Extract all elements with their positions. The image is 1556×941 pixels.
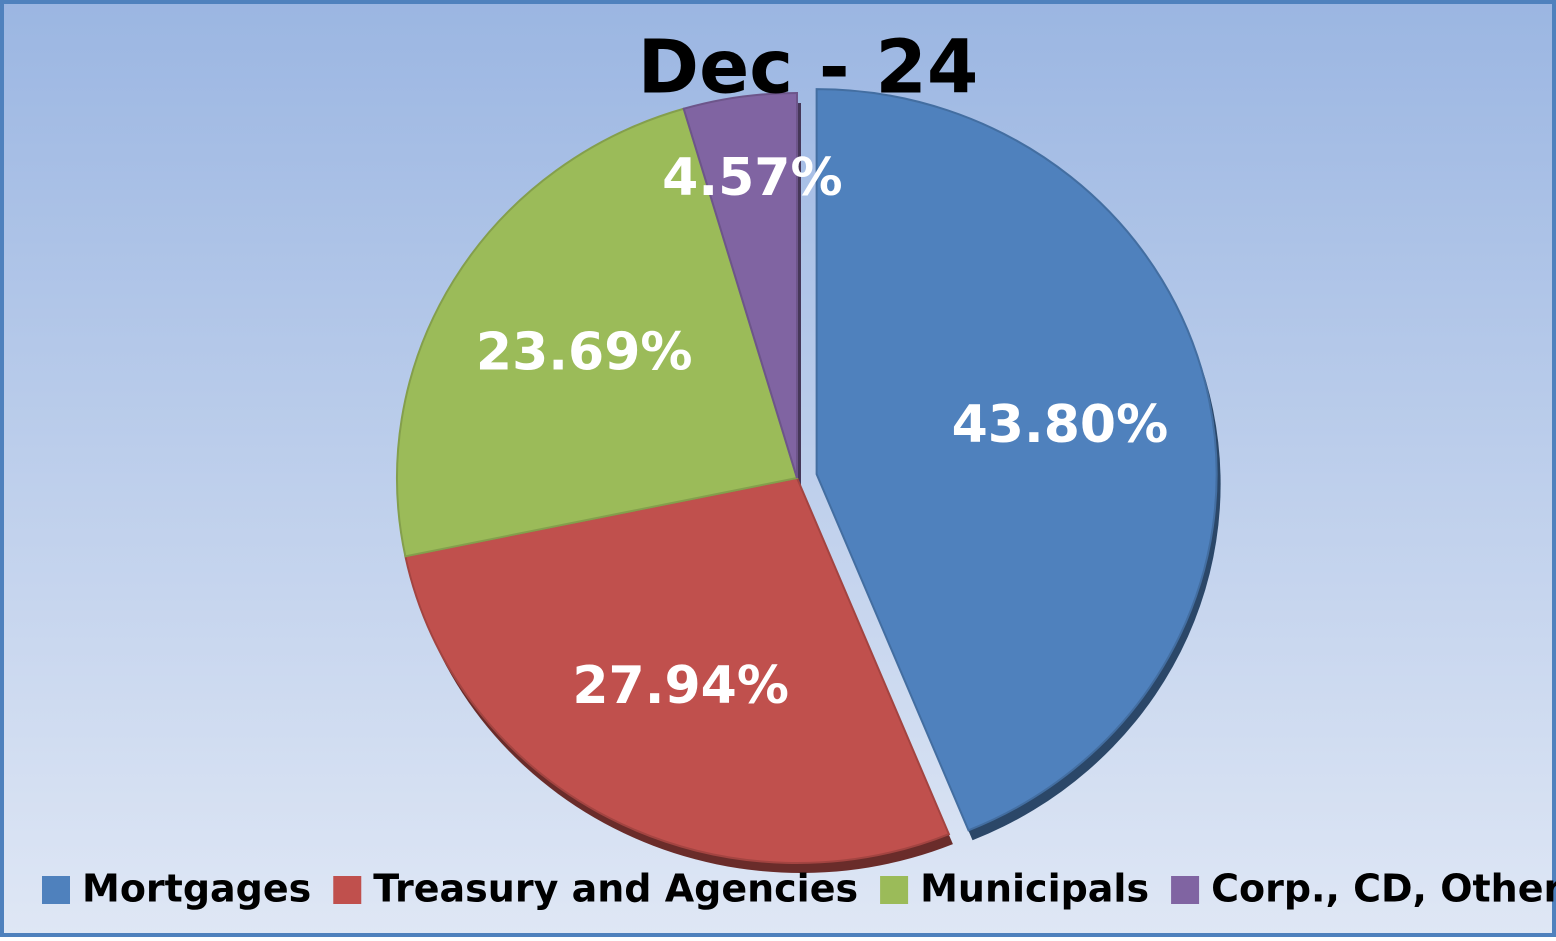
legend-label: Treasury and Agencies [373,867,858,911]
slice [815,88,1218,832]
legend-swatch [333,876,362,904]
legend-swatch [880,876,909,904]
pie: 43.80% 27.94% 23.69% 4.57% [396,88,1221,873]
legend-label: Mortgages [82,867,311,911]
chart-title: Dec - 24 [638,25,979,111]
data-label: 23.69% [476,322,693,382]
slice [396,107,799,558]
data-label: 43.80% [952,395,1169,455]
slice [404,476,951,864]
legend-swatch [42,876,70,904]
data-label: 27.94% [572,656,789,716]
legend-swatch [1171,876,1200,904]
slice [682,91,798,479]
legend: Mortgages Treasury and Agencies Municipals… [42,867,1556,911]
data-label: 4.57% [662,148,842,208]
legend-label: Corp., CD, Other [1211,867,1556,911]
legend-label: Municipals [920,867,1149,911]
